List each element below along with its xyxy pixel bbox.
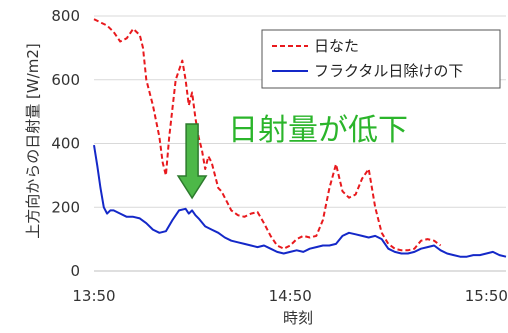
legend-label: フラクタル日除けの下 [314, 62, 463, 80]
series-line-fractal-shade [93, 144, 507, 258]
y-tick-label: 200 [51, 198, 80, 216]
y-axis-title: 上方向からの日射量 [W/m2] [24, 43, 42, 239]
legend-box [261, 29, 501, 89]
y-tick-label: 0 [70, 262, 80, 280]
series-line-hinata [93, 18, 442, 252]
y-tick-label: 600 [51, 71, 80, 89]
legend-label: 日なた [314, 37, 359, 55]
y-tick-label: 800 [51, 7, 80, 25]
annotation-layer: 日射量が低下 [176, 113, 408, 200]
annotation-text: 日射量が低下 [228, 113, 408, 148]
series-layer [93, 18, 507, 258]
x-tick-label: 14:50 [269, 287, 312, 305]
axis-layer: 0 200 400 600 800 13:50 14:50 15:50 [51, 7, 508, 305]
down-arrow-icon [176, 123, 208, 200]
x-axis-title: 時刻 [283, 309, 313, 327]
x-tick-label: 15:50 [465, 287, 508, 305]
y-tick-label: 400 [51, 135, 80, 153]
x-tick-label: 13:50 [72, 287, 115, 305]
